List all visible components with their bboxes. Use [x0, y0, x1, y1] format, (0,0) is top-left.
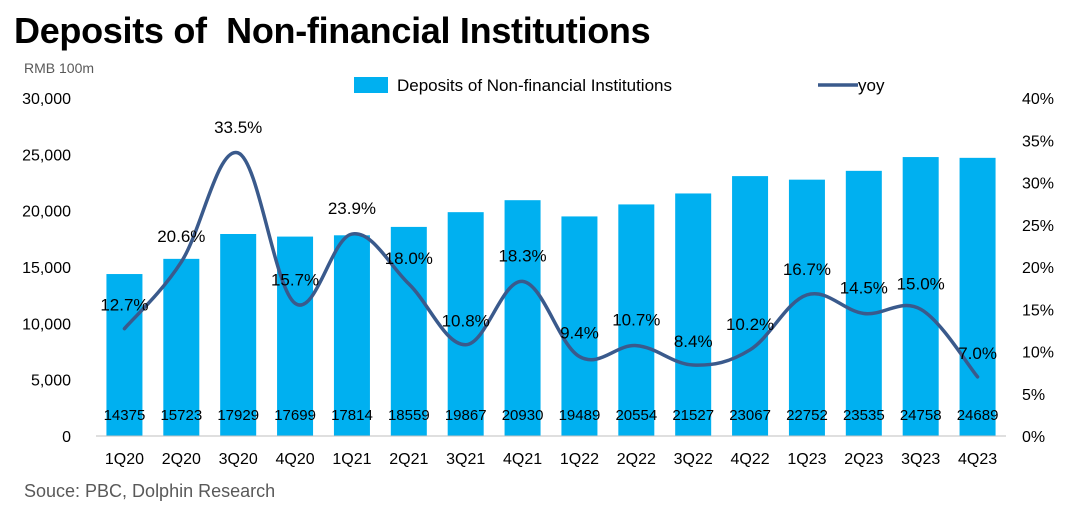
x-axis-ticks: 1Q20 2Q20 3Q20 4Q20 1Q21 2Q21 3Q21 4Q21 1Q22 2Q22…: [105, 451, 997, 468]
x-tick-label: 4Q21: [503, 451, 542, 468]
bar: [220, 233, 257, 436]
x-tick-label: 2Q23: [844, 451, 883, 468]
legend: Deposits of Non-financial Institutions yo…: [354, 76, 885, 95]
x-tick-label: 1Q23: [787, 451, 826, 468]
x-tick-label: 3Q23: [901, 451, 940, 468]
bars: [106, 157, 996, 437]
bar: [163, 258, 200, 436]
right-tick-label: 20%: [1022, 260, 1054, 277]
bar-value-label: 20930: [502, 407, 544, 424]
left-tick-label: 25,000: [22, 147, 71, 164]
bar: [902, 157, 939, 436]
yoy-point-label: 15.7%: [271, 270, 319, 289]
left-tick-label: 30,000: [22, 91, 71, 108]
yoy-point-label: 15.0%: [897, 274, 945, 293]
bar: [504, 200, 541, 436]
bar: [333, 235, 370, 436]
yoy-point-label: 16.7%: [783, 260, 831, 279]
yoy-point-label: 10.2%: [726, 315, 774, 334]
bar-value-label: 23535: [843, 407, 885, 424]
x-tick-label: 3Q21: [446, 451, 485, 468]
left-tick-label: 5,000: [31, 373, 71, 390]
right-tick-label: 30%: [1022, 176, 1054, 193]
right-tick-label: 35%: [1022, 133, 1054, 150]
bar: [390, 226, 427, 436]
source-note: Souce: PBC, Dolphin Research: [24, 481, 276, 501]
yoy-point-label: 14.5%: [840, 278, 888, 297]
right-tick-label: 15%: [1022, 302, 1054, 319]
yoy-point-label: 33.5%: [214, 118, 262, 137]
left-tick-label: 15,000: [22, 260, 71, 277]
bar-value-label: 21527: [672, 407, 714, 424]
yoy-point-label: 18.0%: [385, 249, 433, 268]
bar: [732, 176, 769, 436]
right-axis-ticks: 0% 5% 10% 15% 20% 25% 30% 35% 40%: [1022, 91, 1054, 446]
yoy-point-label: 10.8%: [442, 312, 490, 331]
bar-value-label: 23067: [729, 407, 771, 424]
right-tick-label: 25%: [1022, 218, 1054, 235]
legend-bar-label: Deposits of Non-financial Institutions: [397, 76, 672, 95]
left-tick-label: 20,000: [22, 204, 71, 221]
left-axis-ticks: 0 5,000 10,000 15,000 20,000 25,000 30,000: [22, 91, 71, 446]
bar-value-label: 15723: [160, 407, 202, 424]
x-tick-label: 3Q20: [219, 451, 258, 468]
x-tick-label: 1Q20: [105, 451, 144, 468]
y-axis-unit: RMB 100m: [24, 60, 95, 76]
bar-value-label: 19489: [559, 407, 601, 424]
bar: [561, 216, 598, 436]
bar-value-label: 17699: [274, 407, 316, 424]
bar-value-label: 24758: [900, 407, 942, 424]
bar-value-label: 17814: [331, 407, 373, 424]
bar: [618, 204, 655, 436]
yoy-point-label: 23.9%: [328, 199, 376, 218]
x-tick-label: 1Q21: [332, 451, 371, 468]
x-tick-label: 4Q22: [730, 451, 769, 468]
left-tick-label: 0: [62, 429, 71, 446]
yoy-point-label: 9.4%: [560, 324, 599, 343]
bar: [106, 274, 143, 436]
bar: [959, 157, 996, 436]
left-tick-label: 10,000: [22, 316, 71, 333]
right-tick-label: 5%: [1022, 387, 1045, 404]
x-tick-label: 2Q22: [617, 451, 656, 468]
bar-value-label: 19867: [445, 407, 487, 424]
bar-value-label: 22752: [786, 407, 828, 424]
bar-value-label: 20554: [615, 407, 657, 424]
legend-line-label: yoy: [858, 76, 885, 95]
yoy-line: [122, 151, 980, 379]
x-tick-label: 2Q20: [162, 451, 201, 468]
yoy-labels: 12.7% 20.6% 33.5% 15.7% 23.9% 18.0% 10.8% 18.3%…: [100, 118, 997, 363]
yoy-point-label: 10.7%: [612, 311, 660, 330]
bar-value-label: 24689: [957, 407, 999, 424]
chart-title: Deposits of Non-financial Institutions: [14, 10, 651, 51]
bar-value-label: 17929: [217, 407, 259, 424]
bar: [845, 170, 882, 437]
bar: [277, 236, 314, 436]
bar: [675, 193, 712, 436]
yoy-point-label: 20.6%: [157, 227, 205, 246]
bar: [447, 212, 484, 436]
x-tick-label: 4Q23: [958, 451, 997, 468]
yoy-series-line: [122, 151, 980, 379]
bar-value-label: 14375: [104, 407, 146, 424]
x-tick-label: 2Q21: [389, 451, 428, 468]
bar: [788, 179, 825, 436]
x-tick-label: 1Q22: [560, 451, 599, 468]
bar-labels: 14375 15723 17929 17699 17814 18559 19867 20930…: [104, 407, 999, 424]
right-tick-label: 40%: [1022, 91, 1054, 108]
legend-bar-swatch: [354, 77, 388, 93]
right-tick-label: 0%: [1022, 429, 1045, 446]
yoy-point-label: 8.4%: [674, 332, 713, 351]
yoy-point-label: 18.3%: [498, 246, 546, 265]
right-tick-label: 10%: [1022, 345, 1054, 362]
x-tick-label: 4Q20: [275, 451, 314, 468]
yoy-point-label: 12.7%: [100, 296, 148, 315]
bar-value-label: 18559: [388, 407, 430, 424]
yoy-point-label: 7.0%: [958, 344, 997, 363]
x-tick-label: 3Q22: [674, 451, 713, 468]
